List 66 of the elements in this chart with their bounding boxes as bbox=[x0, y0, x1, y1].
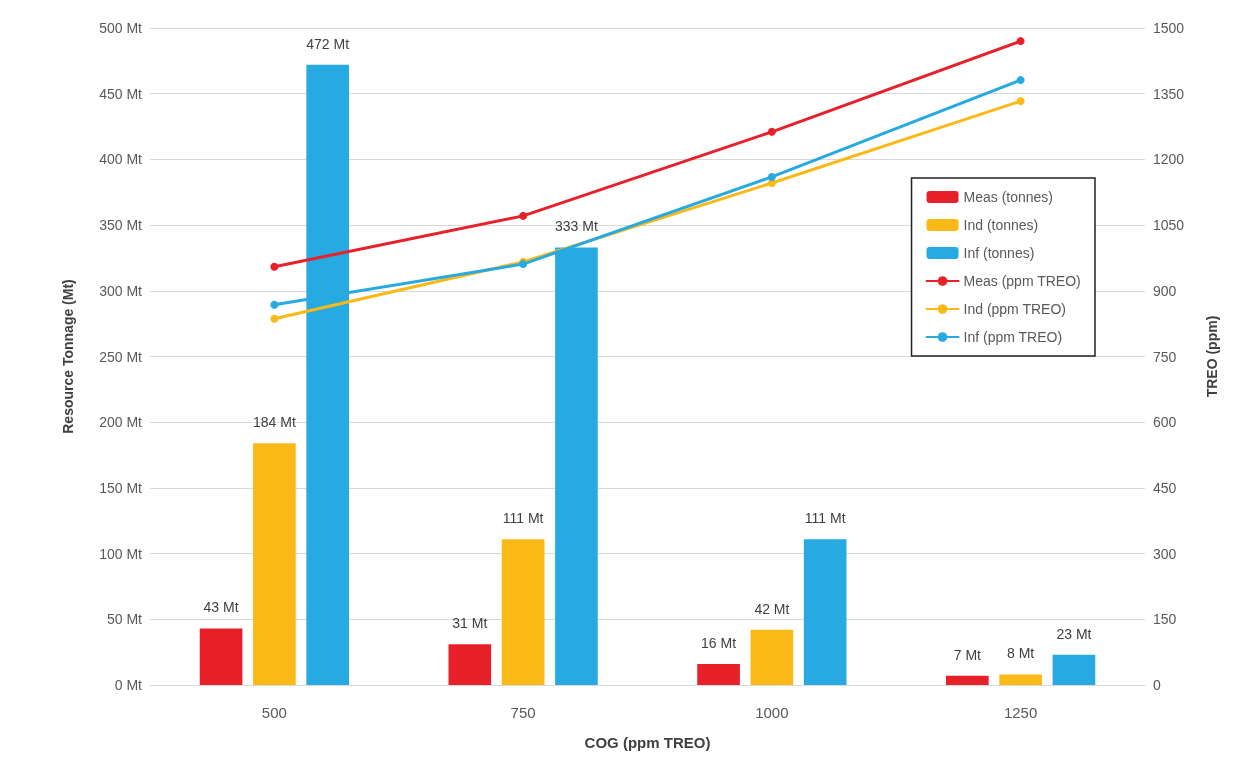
y2-tick-label: 150 bbox=[1153, 611, 1177, 628]
y2-tick-label: 750 bbox=[1153, 348, 1177, 365]
y2-tick-label: 450 bbox=[1153, 479, 1177, 496]
bar bbox=[999, 674, 1042, 685]
y-tick-label: 300 Mt bbox=[99, 282, 143, 299]
legend-label: Meas (tonnes) bbox=[963, 189, 1054, 205]
y-axis-title: Resource Tonnage (Mt) bbox=[60, 279, 76, 434]
data-label: 31 Mt bbox=[452, 615, 488, 632]
legend-label: Ind (tonnes) bbox=[963, 217, 1039, 233]
point bbox=[1016, 97, 1025, 106]
y-tick-label: 50 Mt bbox=[106, 611, 143, 628]
y-tick-label: 400 Mt bbox=[99, 151, 143, 168]
y2-tick-label: 600 bbox=[1153, 414, 1177, 431]
legend-label: Inf (tonnes) bbox=[963, 245, 1035, 261]
legend-label: Ind (ppm TREO) bbox=[963, 301, 1066, 317]
y2-tick-label: 1500 bbox=[1153, 20, 1185, 36]
data-label: 23 Mt bbox=[1056, 625, 1092, 642]
point bbox=[1016, 37, 1025, 46]
bar bbox=[750, 629, 794, 685]
y-tick-label: 500 Mt bbox=[99, 20, 143, 36]
point bbox=[1016, 76, 1025, 85]
y-tick-label: 350 Mt bbox=[99, 217, 143, 234]
x-tick-label: 750 bbox=[510, 704, 536, 721]
bar bbox=[697, 663, 740, 685]
bar bbox=[803, 539, 847, 685]
y-tick-label: 200 Mt bbox=[99, 414, 143, 431]
y2-tick-label: 300 bbox=[1153, 545, 1177, 562]
y-tick-label: 450 Mt bbox=[99, 85, 143, 102]
legend-label: Inf (ppm TREO) bbox=[963, 329, 1063, 345]
data-label: 184 Mt bbox=[252, 414, 296, 431]
x-tick-label: 1250 bbox=[1003, 704, 1038, 721]
bar bbox=[946, 675, 989, 685]
data-label: 7 Mt bbox=[953, 646, 982, 663]
bar bbox=[448, 644, 492, 685]
point bbox=[767, 127, 776, 136]
y2-tick-label: 1050 bbox=[1153, 217, 1185, 234]
point bbox=[270, 262, 279, 271]
x-tick-label: 500 bbox=[261, 704, 287, 721]
x-axis-title: COG (ppm TREO) bbox=[584, 734, 711, 751]
y2-tick-label: 0 bbox=[1153, 677, 1161, 693]
y-tick-label: 0 Mt bbox=[114, 677, 143, 693]
bar bbox=[253, 443, 296, 685]
data-label: 16 Mt bbox=[701, 634, 737, 651]
y-tick-label: 150 Mt bbox=[99, 479, 143, 496]
data-label: 42 Mt bbox=[754, 600, 790, 617]
legend-label: Meas (ppm TREO) bbox=[963, 273, 1081, 289]
y2-tick-label: 900 bbox=[1153, 282, 1177, 299]
point bbox=[767, 172, 776, 181]
y2-tick-label: 1200 bbox=[1153, 151, 1185, 168]
bar bbox=[1052, 654, 1096, 685]
point bbox=[270, 314, 279, 323]
x-tick-label: 1000 bbox=[755, 704, 789, 721]
data-label: 472 Mt bbox=[306, 35, 350, 52]
point bbox=[270, 300, 279, 309]
bar bbox=[501, 539, 545, 685]
data-label: 8 Mt bbox=[1007, 645, 1035, 662]
data-label: 43 Mt bbox=[203, 599, 239, 616]
data-label: 111 Mt bbox=[502, 510, 544, 527]
y-tick-label: 100 Mt bbox=[99, 545, 143, 562]
point bbox=[519, 211, 528, 220]
y-tick-label: 250 Mt bbox=[99, 348, 143, 365]
y2-tick-label: 1350 bbox=[1153, 85, 1185, 102]
data-label: 333 Mt bbox=[555, 218, 598, 235]
data-label: 111 Mt bbox=[804, 510, 846, 527]
bar bbox=[199, 628, 243, 685]
y2-axis-title: TREO (ppm) bbox=[1204, 315, 1220, 398]
